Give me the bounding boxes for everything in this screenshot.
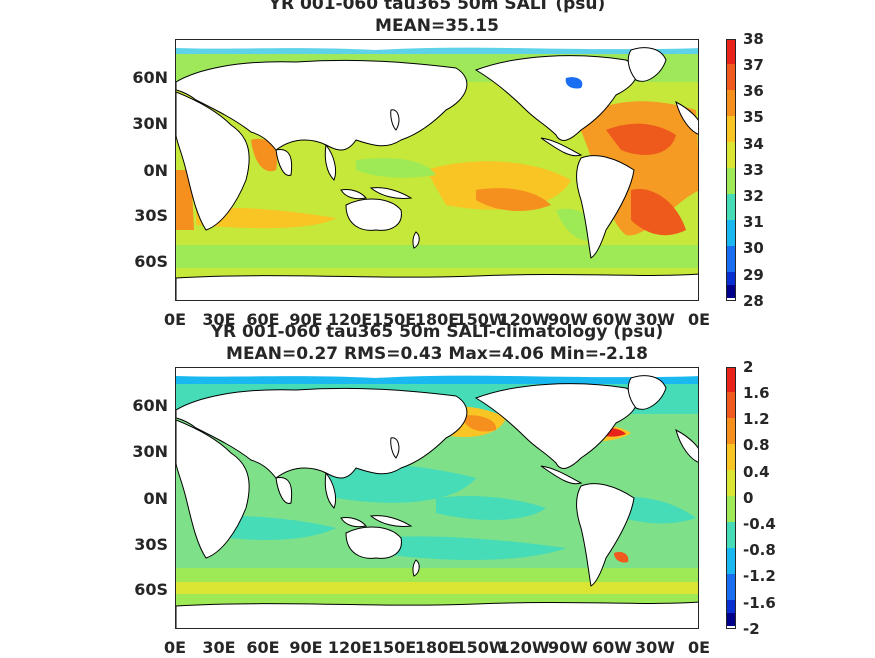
panel-2-colorbar-label: 1.6 — [743, 384, 770, 402]
panel-2-colorbar-label: -0.8 — [743, 541, 776, 559]
panel-1-colorbar-segment — [727, 194, 735, 220]
panel-1-lon-label: 60E — [246, 310, 280, 329]
panel-1-colorbar-segment — [727, 64, 735, 90]
panel-1-colorbar-label: 37 — [743, 56, 764, 74]
panel-2-colorbar-segment — [727, 600, 735, 613]
panel-2-colorbar-segment — [727, 444, 735, 470]
panel-1-lon-label: 180E — [414, 310, 460, 329]
panel-1-colorbar-label: 34 — [743, 135, 764, 153]
panel-2-lat-label-30n: 30N — [132, 442, 168, 461]
panel-2-lat-label-60n: 60N — [132, 396, 168, 415]
panel-1-lon-label: 120W — [498, 310, 550, 329]
panel-2-map — [175, 367, 699, 629]
panel-1-colorbar-segment — [727, 272, 735, 285]
panel-1-colorbar-segment — [727, 142, 735, 168]
panel-2-colorbar-label: 0.8 — [743, 436, 770, 454]
panel-2-colorbar-label: 2 — [743, 358, 754, 376]
panel-2-colorbar-label: 0 — [743, 489, 754, 507]
panel-1-salinity-field — [176, 40, 698, 300]
panel-1-lon-label: 30E — [202, 310, 236, 329]
panel-1-lon-label: 30W — [635, 310, 675, 329]
panel-1-colorbar-segment — [727, 116, 735, 142]
panel-2-lon-label: 30E — [202, 638, 236, 657]
panel-1-title-line2: MEAN=35.15 — [375, 16, 499, 36]
panel-1-lon-label: 90E — [289, 310, 323, 329]
panel-1-colorbar-label: 30 — [743, 239, 764, 257]
panel-2-colorbar-segment — [727, 392, 735, 418]
panel-2-lon-label: 120W — [498, 638, 550, 657]
panel-2-lon-label: 150W — [455, 638, 507, 657]
panel-2-colorbar-segment — [727, 574, 735, 600]
panel-2-lon-label: 0E — [687, 638, 711, 657]
panel-2-colorbar-segment — [727, 496, 735, 522]
panel-2-lon-label: 30W — [635, 638, 675, 657]
panel-2-lon-label: 90W — [548, 638, 588, 657]
panel-2-lon-label: 120E — [327, 638, 373, 657]
panel-1-colorbar — [726, 39, 736, 301]
panel-1-colorbar-label: 28 — [743, 292, 764, 310]
panel-1-lon-label: 90W — [548, 310, 588, 329]
panel-2-lon-label: 150E — [371, 638, 417, 657]
panel-1-colorbar-segment — [727, 168, 735, 194]
panel-2-lat-label-0n: 0N — [143, 489, 168, 508]
panel-2-title-line1: YR 001-060 tau365 50m SALT-climatology (… — [210, 322, 664, 342]
panel-2-colorbar-label: -0.4 — [743, 515, 776, 533]
panel-1-lon-axis-labels: 0E 30E 60E 90E 120E 150E 180E 150W 120W … — [163, 310, 723, 330]
panel-2-lon-axis-labels: 0E 30E 60E 90E 120E 150E 180E 150W 120W … — [163, 638, 723, 658]
panel-1-lat-label-60n: 60N — [132, 68, 168, 87]
panel-2-colorbar-segment — [727, 548, 735, 574]
panel-1-lon-label: 0E — [687, 310, 711, 329]
panel-2-colorbar-segment — [727, 613, 735, 626]
panel-1-title-line1: YR 001-060 tau365 50m SALT (psu) — [268, 0, 606, 14]
panel-2-colorbar-label: -1.6 — [743, 594, 776, 612]
panel-1-colorbar-segment — [727, 246, 735, 272]
panel-1-colorbar-label: 32 — [743, 187, 764, 205]
panel-2-lon-label: 180E — [414, 638, 460, 657]
panel-1-colorbar-label: 31 — [743, 213, 764, 231]
panel-1-colorbar-label: 36 — [743, 82, 764, 100]
panel-1-colorbar-label: 33 — [743, 161, 764, 179]
panel-1-colorbar-segment — [727, 40, 735, 64]
panel-2-colorbar-label: 1.2 — [743, 410, 770, 428]
panel-1-lon-label: 150E — [371, 310, 417, 329]
panel-2-colorbar-segment — [727, 470, 735, 496]
panel-1-colorbar-segment — [727, 285, 735, 298]
panel-2-colorbar-label: -1.2 — [743, 567, 776, 585]
panel-1-lon-label: 60W — [592, 310, 632, 329]
panel-2-lat-label-60s: 60S — [134, 580, 168, 599]
panel-2-colorbar-label: -2 — [743, 620, 760, 638]
panel-1-lon-label: 150W — [455, 310, 507, 329]
panel-1-lat-label-60s: 60S — [134, 252, 168, 271]
panel-2-colorbar-label: 0.4 — [743, 463, 770, 481]
panel-1-lat-label-0n: 0N — [143, 161, 168, 180]
panel-2-colorbar-segment — [727, 368, 735, 392]
panel-1-lat-label-30s: 30S — [134, 206, 168, 225]
panel-2-title-line2: MEAN=0.27 RMS=0.43 Max=4.06 Min=-2.18 — [226, 344, 648, 364]
panel-1-colorbar-label: 29 — [743, 266, 764, 284]
panel-1-lat-label-30n: 30N — [132, 114, 168, 133]
panel-1-lon-label: 0E — [163, 310, 187, 329]
panel-2-colorbar-segment — [727, 418, 735, 444]
panel-2-colorbar-segment — [727, 522, 735, 548]
panel-2-colorbar — [726, 367, 736, 629]
panel-1-colorbar-segment — [727, 90, 735, 116]
panel-1-colorbar-label: 38 — [743, 30, 764, 48]
panel-2-anomaly-field — [176, 368, 698, 628]
panel-1-colorbar-segment — [727, 220, 735, 246]
panel-2-lon-label: 90E — [289, 638, 323, 657]
panel-2-lat-label-30s: 30S — [134, 535, 168, 554]
panel-2-lon-label: 0E — [163, 638, 187, 657]
panel-2-lon-label: 60W — [592, 638, 632, 657]
panel-1-map — [175, 39, 699, 301]
panel-1-colorbar-label: 35 — [743, 108, 764, 126]
panel-2-lon-label: 60E — [246, 638, 280, 657]
panel-1-lon-label: 120E — [327, 310, 373, 329]
